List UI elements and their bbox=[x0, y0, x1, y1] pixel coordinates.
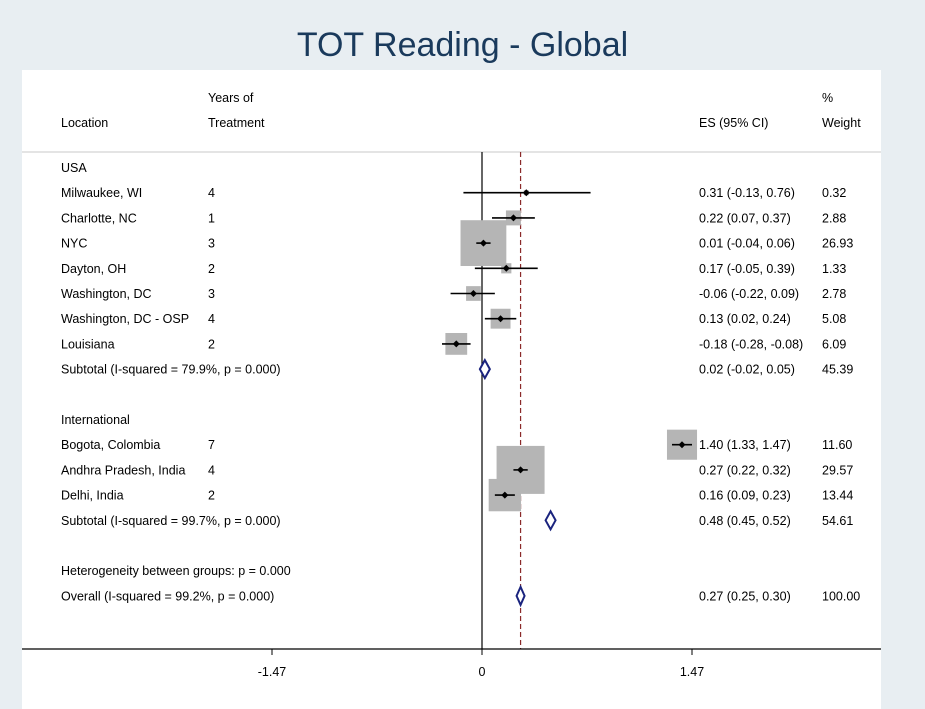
weight-text: 2.78 bbox=[822, 287, 846, 301]
header-location: Location bbox=[61, 116, 108, 130]
study-years: 4 bbox=[208, 312, 215, 326]
study-years: 4 bbox=[208, 463, 215, 477]
weight-text: 100.00 bbox=[822, 589, 860, 603]
x-tick-label: 1.47 bbox=[680, 665, 704, 679]
header-weight-line1: % bbox=[822, 91, 833, 105]
study-label: Washington, DC - OSP bbox=[61, 312, 189, 326]
es-ci-text: 0.16 (0.09, 0.23) bbox=[699, 489, 791, 503]
plot-panel bbox=[22, 70, 881, 709]
study-years: 2 bbox=[208, 262, 215, 276]
point-estimate bbox=[517, 466, 525, 474]
header-es: ES (95% CI) bbox=[699, 116, 768, 130]
subtotal-label: Subtotal (I-squared = 99.7%, p = 0.000) bbox=[61, 514, 281, 528]
study-label: Washington, DC bbox=[61, 287, 152, 301]
es-ci-text: 0.17 (-0.05, 0.39) bbox=[699, 262, 795, 276]
x-tick-label: 0 bbox=[479, 665, 486, 679]
weight-text: 13.44 bbox=[822, 489, 853, 503]
x-tick-label: -1.47 bbox=[258, 665, 287, 679]
study-label: Milwaukee, WI bbox=[61, 186, 142, 200]
chart-title: TOT Reading - Global bbox=[296, 26, 629, 64]
study-years: 2 bbox=[208, 337, 215, 351]
es-ci-text: -0.18 (-0.28, -0.08) bbox=[699, 337, 803, 351]
header-weight-line2: Weight bbox=[822, 116, 861, 130]
subtotal-diamond bbox=[544, 509, 557, 532]
weight-text: 5.08 bbox=[822, 312, 846, 326]
subtotal-label: Subtotal (I-squared = 79.9%, p = 0.000) bbox=[61, 363, 281, 377]
weight-text: 54.61 bbox=[822, 514, 853, 528]
es-ci-text: 0.27 (0.25, 0.30) bbox=[699, 589, 791, 603]
heterogeneity-note: Heterogeneity between groups: p = 0.000 bbox=[61, 564, 291, 578]
weight-text: 29.57 bbox=[822, 463, 853, 477]
weight-text: 11.60 bbox=[822, 438, 852, 452]
study-years: 4 bbox=[208, 186, 215, 200]
group-label: USA bbox=[61, 161, 87, 175]
group-label: International bbox=[61, 413, 130, 427]
study-years: 3 bbox=[208, 237, 215, 251]
point-estimate bbox=[501, 491, 509, 499]
es-ci-text: 0.13 (0.02, 0.24) bbox=[699, 312, 791, 326]
point-estimate bbox=[509, 214, 517, 222]
header-years-line1: Years of bbox=[208, 91, 254, 105]
point-estimate bbox=[452, 340, 460, 348]
study-label: Louisiana bbox=[61, 337, 115, 351]
study-years: 7 bbox=[208, 438, 215, 452]
study-label: Andhra Pradesh, India bbox=[61, 463, 185, 477]
study-label: NYC bbox=[61, 237, 87, 251]
point-estimate bbox=[469, 290, 477, 297]
es-ci-text: -0.06 (-0.22, 0.09) bbox=[699, 287, 799, 301]
study-years: 1 bbox=[208, 211, 215, 225]
es-ci-text: 0.02 (-0.02, 0.05) bbox=[699, 363, 795, 377]
point-estimate bbox=[497, 315, 505, 323]
weight-text: 6.09 bbox=[822, 337, 846, 351]
weight-text: 2.88 bbox=[822, 211, 846, 225]
point-estimate bbox=[522, 189, 530, 197]
weight-text: 1.33 bbox=[822, 262, 846, 276]
study-label: Delhi, India bbox=[61, 489, 124, 503]
es-ci-text: 0.01 (-0.04, 0.06) bbox=[699, 237, 795, 251]
weight-text: 26.93 bbox=[822, 237, 853, 251]
study-label: Bogota, Colombia bbox=[61, 438, 160, 452]
study-label: Charlotte, NC bbox=[61, 211, 137, 225]
point-estimate bbox=[479, 239, 487, 247]
study-years: 3 bbox=[208, 287, 215, 301]
overall-diamond bbox=[515, 584, 526, 608]
weight-text: 0.32 bbox=[822, 186, 846, 200]
point-estimate bbox=[678, 441, 686, 449]
es-ci-text: 0.27 (0.22, 0.32) bbox=[699, 463, 791, 477]
overall-label: Overall (I-squared = 99.2%, p = 0.000) bbox=[61, 589, 274, 603]
es-ci-text: 1.40 (1.33, 1.47) bbox=[699, 438, 791, 452]
study-label: Dayton, OH bbox=[61, 262, 126, 276]
study-years: 2 bbox=[208, 489, 215, 503]
es-ci-text: 0.48 (0.45, 0.52) bbox=[699, 514, 791, 528]
es-ci-text: 0.22 (0.07, 0.37) bbox=[699, 211, 791, 225]
weight-text: 45.39 bbox=[822, 363, 853, 377]
es-ci-text: 0.31 (-0.13, 0.76) bbox=[699, 186, 795, 200]
point-estimate bbox=[502, 264, 510, 272]
header-years-line2: Treatment bbox=[208, 116, 265, 130]
subtotal-diamond bbox=[478, 358, 492, 381]
